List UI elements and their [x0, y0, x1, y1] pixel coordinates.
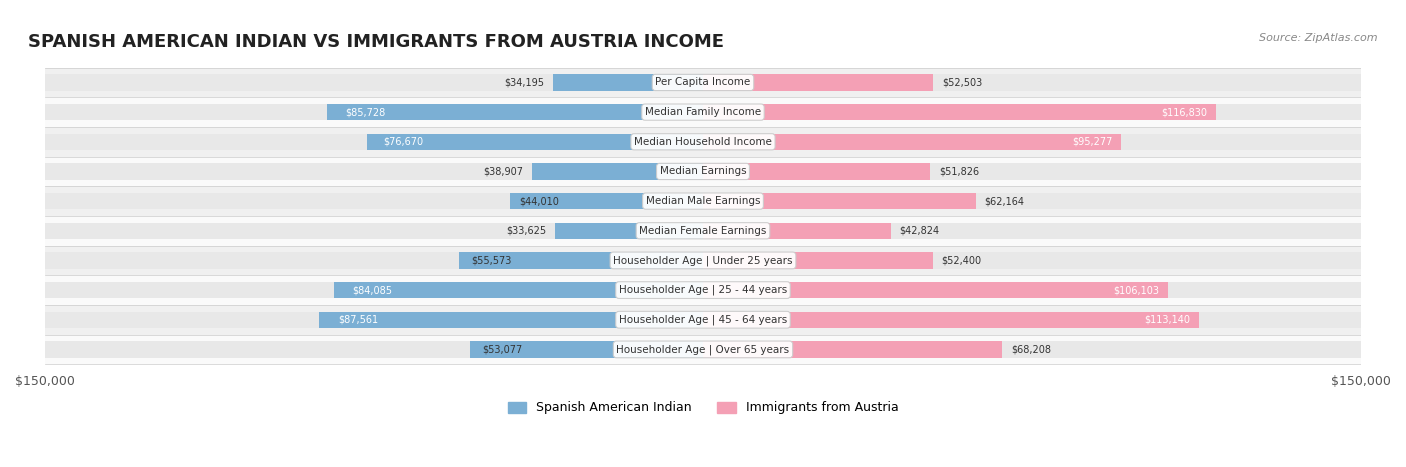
Bar	[510, 193, 703, 209]
Bar	[703, 223, 891, 239]
Text: $106,103: $106,103	[1114, 285, 1160, 295]
Bar	[45, 193, 703, 209]
Text: $38,907: $38,907	[484, 166, 523, 177]
Bar	[45, 134, 703, 150]
Bar	[703, 341, 1002, 358]
Bar	[703, 223, 1361, 239]
Bar	[45, 341, 703, 358]
Bar	[703, 282, 1361, 298]
Bar	[703, 311, 1199, 328]
Bar	[703, 193, 976, 209]
Bar	[45, 223, 703, 239]
Bar	[703, 341, 1361, 358]
Text: $44,010: $44,010	[520, 196, 560, 206]
Bar	[319, 311, 703, 328]
Bar	[45, 68, 1361, 97]
Text: $113,140: $113,140	[1144, 315, 1191, 325]
Bar	[703, 74, 934, 91]
Bar	[45, 97, 1361, 127]
Text: $68,208: $68,208	[1011, 344, 1052, 354]
Bar	[703, 134, 1121, 150]
Bar	[367, 134, 703, 150]
Bar	[45, 74, 703, 91]
Bar	[703, 252, 1361, 269]
Text: Median Family Income: Median Family Income	[645, 107, 761, 117]
Bar	[703, 104, 1361, 120]
Bar	[45, 186, 1361, 216]
Text: Median Household Income: Median Household Income	[634, 137, 772, 147]
Text: $33,625: $33,625	[506, 226, 547, 236]
Text: $87,561: $87,561	[337, 315, 378, 325]
Bar	[45, 156, 1361, 186]
Bar	[533, 163, 703, 180]
Legend: Spanish American Indian, Immigrants from Austria: Spanish American Indian, Immigrants from…	[502, 396, 904, 419]
Bar	[703, 104, 1216, 120]
Bar	[45, 127, 1361, 156]
Text: $51,826: $51,826	[939, 166, 979, 177]
Text: Median Female Earnings: Median Female Earnings	[640, 226, 766, 236]
Bar	[703, 163, 1361, 180]
Text: $42,824: $42,824	[900, 226, 939, 236]
Bar	[555, 223, 703, 239]
Bar	[45, 252, 703, 269]
Bar	[45, 216, 1361, 246]
Bar	[703, 282, 1168, 298]
Text: Median Male Earnings: Median Male Earnings	[645, 196, 761, 206]
Bar	[703, 74, 1361, 91]
Bar	[335, 282, 703, 298]
Bar	[45, 246, 1361, 275]
Text: $52,503: $52,503	[942, 78, 983, 87]
Text: $55,573: $55,573	[471, 255, 512, 265]
Text: $62,164: $62,164	[984, 196, 1025, 206]
Bar	[45, 311, 703, 328]
Bar	[703, 134, 1361, 150]
Text: Per Capita Income: Per Capita Income	[655, 78, 751, 87]
Bar	[45, 334, 1361, 364]
Text: Source: ZipAtlas.com: Source: ZipAtlas.com	[1260, 33, 1378, 42]
Bar	[45, 275, 1361, 305]
Bar	[328, 104, 703, 120]
Text: $34,195: $34,195	[505, 78, 544, 87]
Bar	[703, 311, 1361, 328]
Text: $53,077: $53,077	[482, 344, 522, 354]
Bar	[45, 282, 703, 298]
Bar	[460, 252, 703, 269]
Bar	[45, 104, 703, 120]
Text: SPANISH AMERICAN INDIAN VS IMMIGRANTS FROM AUSTRIA INCOME: SPANISH AMERICAN INDIAN VS IMMIGRANTS FR…	[28, 33, 724, 51]
Text: $52,400: $52,400	[942, 255, 981, 265]
Text: $84,085: $84,085	[353, 285, 392, 295]
Text: Householder Age | 25 - 44 years: Householder Age | 25 - 44 years	[619, 285, 787, 295]
Bar	[703, 193, 1361, 209]
Text: $95,277: $95,277	[1071, 137, 1112, 147]
Text: Householder Age | Over 65 years: Householder Age | Over 65 years	[616, 344, 790, 354]
Bar	[45, 305, 1361, 334]
Bar	[553, 74, 703, 91]
Text: Householder Age | Under 25 years: Householder Age | Under 25 years	[613, 255, 793, 266]
Bar	[470, 341, 703, 358]
Bar	[703, 163, 931, 180]
Text: Householder Age | 45 - 64 years: Householder Age | 45 - 64 years	[619, 314, 787, 325]
Text: $76,670: $76,670	[384, 137, 423, 147]
Bar	[703, 252, 934, 269]
Bar	[45, 163, 703, 180]
Text: Median Earnings: Median Earnings	[659, 166, 747, 177]
Text: $85,728: $85,728	[346, 107, 387, 117]
Text: $116,830: $116,830	[1161, 107, 1206, 117]
